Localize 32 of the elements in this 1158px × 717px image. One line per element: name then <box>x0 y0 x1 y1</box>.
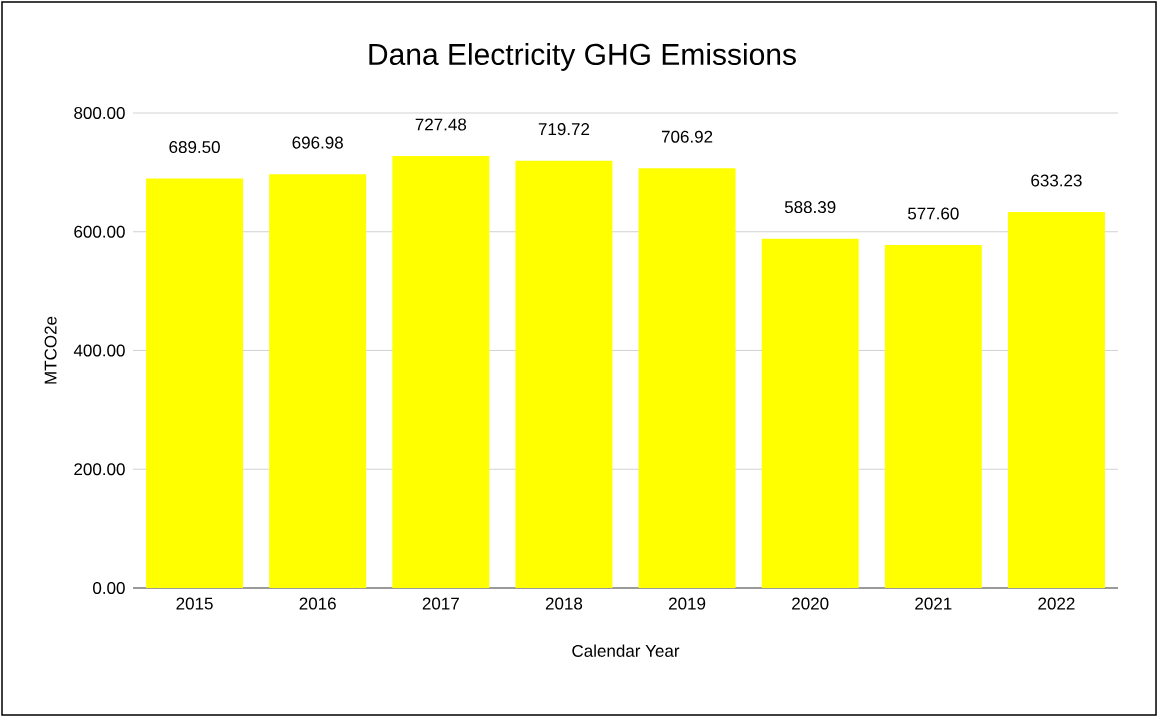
x-tick-label: 2017 <box>422 597 459 610</box>
bar <box>146 178 244 588</box>
data-label: 689.50 <box>169 141 220 154</box>
x-tick-label: 2015 <box>176 597 213 610</box>
x-axis-title: Calendar Year <box>572 644 680 657</box>
chart-title: Dana Electricity GHG Emissions <box>369 43 796 71</box>
bar <box>884 245 982 588</box>
bar <box>269 174 367 588</box>
x-tick-label: 2019 <box>669 597 706 610</box>
data-label: 727.48 <box>415 118 467 131</box>
y-tick-label: 800.00 <box>74 106 125 120</box>
x-tick-label: 2016 <box>299 597 336 610</box>
x-tick-label: 2022 <box>1038 597 1075 610</box>
data-label: 719.72 <box>538 123 590 136</box>
y-tick-label: 600.00 <box>74 225 125 238</box>
x-tick-label: 2020 <box>792 597 829 610</box>
bar <box>638 168 736 588</box>
bar <box>761 238 859 588</box>
y-axis-title: MTCO2e <box>44 316 57 384</box>
x-tick-label: 2018 <box>545 597 583 610</box>
x-tick-label: 2021 <box>915 597 952 610</box>
data-label: 577.60 <box>908 207 959 220</box>
bar <box>1007 212 1105 588</box>
data-label: 633.23 <box>1031 174 1082 187</box>
data-label: 588.39 <box>784 201 836 214</box>
y-tick-label: 200.00 <box>74 463 125 476</box>
bar <box>392 156 490 588</box>
y-tick-label: 0.00 <box>93 581 125 595</box>
y-tick-label: 400.00 <box>73 344 125 357</box>
data-label: 706.92 <box>661 130 713 143</box>
bar <box>515 160 613 588</box>
data-label: 696.98 <box>292 136 343 149</box>
